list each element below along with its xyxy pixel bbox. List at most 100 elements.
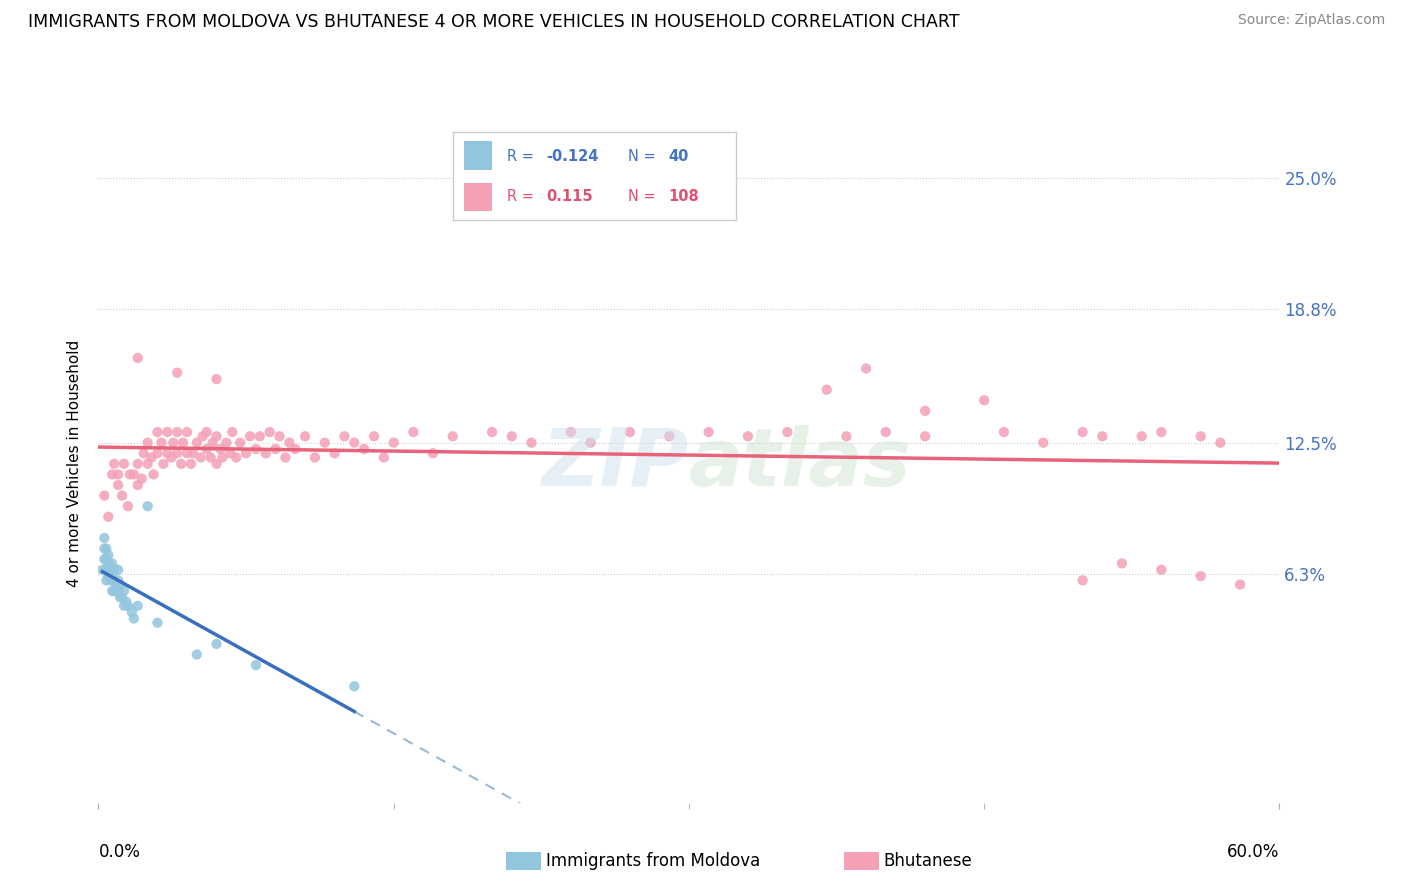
Point <box>560 425 582 439</box>
Point <box>98 574 121 588</box>
Point <box>127 599 149 613</box>
Point <box>229 435 252 450</box>
Point <box>127 457 149 471</box>
Point <box>172 435 194 450</box>
Point <box>156 425 179 439</box>
Point <box>294 429 316 443</box>
Point <box>190 450 212 465</box>
Point <box>127 478 149 492</box>
Point <box>579 435 602 450</box>
Point <box>181 446 204 460</box>
Point <box>156 446 179 460</box>
Point <box>697 425 720 439</box>
Point <box>101 584 124 599</box>
Point <box>205 457 228 471</box>
Point <box>1032 435 1054 450</box>
Point <box>112 584 135 599</box>
Point <box>373 450 395 465</box>
Point <box>1150 425 1173 439</box>
Text: Source: ZipAtlas.com: Source: ZipAtlas.com <box>1237 13 1385 28</box>
Point <box>112 599 135 613</box>
Point <box>111 489 134 503</box>
Point <box>127 351 149 365</box>
Point <box>97 548 120 562</box>
Point <box>264 442 287 456</box>
Point <box>993 425 1015 439</box>
Point <box>422 446 444 460</box>
Point <box>115 594 138 608</box>
Point <box>101 467 124 482</box>
Point <box>93 541 115 556</box>
Text: Immigrants from Moldova: Immigrants from Moldova <box>546 852 759 870</box>
Point <box>176 425 198 439</box>
Point <box>117 599 139 613</box>
Point <box>875 425 897 439</box>
Point <box>215 435 238 450</box>
Point <box>166 446 188 460</box>
Point <box>91 563 114 577</box>
Point <box>186 435 208 450</box>
Point <box>141 450 163 465</box>
Point <box>501 429 523 443</box>
Point <box>1130 429 1153 443</box>
Point <box>211 450 233 465</box>
Point <box>103 563 125 577</box>
Point <box>118 467 141 482</box>
Point <box>284 442 307 456</box>
Point <box>108 577 131 591</box>
Point <box>122 467 145 482</box>
Point <box>98 563 121 577</box>
Point <box>150 435 173 450</box>
Point <box>304 450 326 465</box>
Point <box>160 450 183 465</box>
Point <box>1189 429 1212 443</box>
Point <box>205 637 228 651</box>
Point <box>776 425 799 439</box>
Point <box>195 442 218 456</box>
Point <box>343 679 366 693</box>
Point <box>225 450 247 465</box>
Point <box>835 429 858 443</box>
Point <box>136 500 159 514</box>
Point <box>254 446 277 460</box>
Point <box>658 429 681 443</box>
Point <box>146 446 169 460</box>
Point <box>201 435 224 450</box>
Point <box>97 569 120 583</box>
Point <box>274 450 297 465</box>
Point <box>107 467 129 482</box>
Point <box>245 442 267 456</box>
Point <box>619 425 641 439</box>
Point <box>205 372 228 386</box>
Point <box>1189 569 1212 583</box>
Point <box>103 457 125 471</box>
Point <box>107 563 129 577</box>
Text: 0.0%: 0.0% <box>98 843 141 861</box>
Point <box>162 435 184 450</box>
Point <box>176 446 198 460</box>
Point <box>1209 435 1232 450</box>
Point <box>96 563 118 577</box>
Point <box>1071 425 1094 439</box>
Point <box>107 584 129 599</box>
Text: atlas: atlas <box>689 425 911 503</box>
Point <box>107 478 129 492</box>
Y-axis label: 4 or more Vehicles in Household: 4 or more Vehicles in Household <box>67 340 83 588</box>
Point <box>170 457 193 471</box>
Point <box>101 557 124 571</box>
Point <box>131 472 153 486</box>
Point <box>111 591 134 605</box>
Point <box>815 383 838 397</box>
Point <box>278 435 301 450</box>
Point <box>1229 577 1251 591</box>
Point <box>323 446 346 460</box>
Point <box>737 429 759 443</box>
Point <box>269 429 291 443</box>
Point <box>333 429 356 443</box>
Point <box>96 552 118 566</box>
Point <box>343 435 366 450</box>
Point <box>235 446 257 460</box>
Point <box>195 425 218 439</box>
Point <box>180 457 202 471</box>
Point <box>186 648 208 662</box>
